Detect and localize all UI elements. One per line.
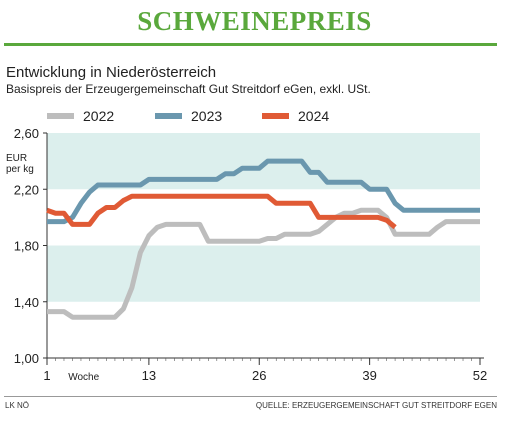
series-line-2024 (46, 193, 397, 230)
x-tick-label: 13 (142, 368, 156, 383)
y-tick-label: 2,60 (14, 126, 39, 141)
x-tick-label: 39 (362, 368, 376, 383)
legend-label-2023: 2023 (191, 108, 222, 124)
chart-description: Basispreis der Erzeugergemeinschaft Gut … (6, 82, 371, 96)
grid-band (47, 245, 480, 302)
x-tick-label: 1 (43, 368, 50, 383)
footer-source: QUELLE: ERZEUGERGEMEINSCHAFT GUT STREITD… (255, 401, 497, 410)
footer-credit: LK NÖ (5, 401, 30, 410)
chart-title: SCHWEINEPREIS (137, 6, 372, 36)
title-underline (4, 43, 497, 46)
y-axis-label: per kg (6, 164, 34, 175)
x-axis-label: Woche (68, 372, 99, 383)
legend-label-2022: 2022 (83, 108, 114, 124)
background-bands (47, 133, 480, 302)
x-tick-label: 26 (252, 368, 266, 383)
series-line-2023 (47, 158, 480, 225)
chart-legend: 2022 2023 2024 (47, 108, 329, 124)
y-tick-label: 1,80 (14, 239, 39, 254)
y-axis-label: EUR (6, 153, 27, 164)
footer-rule (4, 396, 497, 397)
y-tick-label: 1,00 (14, 351, 39, 366)
chart-series (46, 158, 480, 320)
y-tick-label: 1,40 (14, 295, 39, 310)
chart-subtitle: Entwicklung in Niederösterreich (6, 64, 217, 81)
series-line-2022 (47, 207, 480, 320)
x-tick-label: 52 (473, 368, 487, 383)
y-tick-label: 2,20 (14, 182, 39, 197)
grid-band (47, 133, 480, 190)
legend-label-2024: 2024 (298, 108, 329, 124)
